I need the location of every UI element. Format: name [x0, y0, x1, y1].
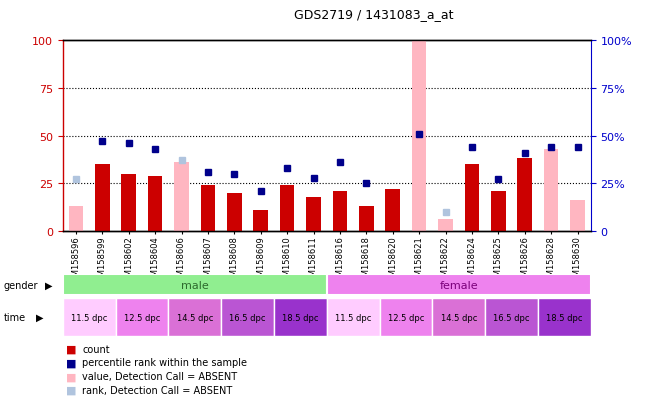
- Bar: [63, 298, 116, 337]
- Bar: [544, 150, 558, 231]
- Bar: [280, 186, 294, 231]
- Text: value, Detection Call = ABSENT: value, Detection Call = ABSENT: [82, 371, 238, 381]
- Text: ■: ■: [66, 344, 77, 354]
- Bar: [121, 174, 136, 231]
- Bar: [570, 201, 585, 231]
- Text: percentile rank within the sample: percentile rank within the sample: [82, 358, 248, 368]
- Text: rank, Detection Call = ABSENT: rank, Detection Call = ABSENT: [82, 385, 233, 395]
- Text: 18.5 dpc: 18.5 dpc: [282, 313, 319, 322]
- Bar: [201, 186, 215, 231]
- Text: time: time: [3, 312, 26, 323]
- Text: gender: gender: [3, 280, 38, 290]
- Bar: [174, 163, 189, 231]
- Bar: [274, 298, 327, 337]
- Text: 14.5 dpc: 14.5 dpc: [440, 313, 477, 322]
- Bar: [115, 298, 168, 337]
- Bar: [491, 191, 506, 231]
- Text: ■: ■: [66, 385, 77, 395]
- Bar: [465, 165, 479, 231]
- Bar: [517, 159, 532, 231]
- Text: 14.5 dpc: 14.5 dpc: [176, 313, 213, 322]
- Text: 16.5 dpc: 16.5 dpc: [493, 313, 530, 322]
- Text: ▶: ▶: [36, 312, 44, 323]
- Bar: [379, 298, 432, 337]
- Text: female: female: [440, 280, 478, 290]
- Bar: [432, 298, 485, 337]
- Bar: [306, 197, 321, 231]
- Text: 12.5 dpc: 12.5 dpc: [123, 313, 160, 322]
- Bar: [168, 298, 221, 337]
- Bar: [412, 41, 426, 231]
- Text: 18.5 dpc: 18.5 dpc: [546, 313, 583, 322]
- Bar: [359, 206, 374, 231]
- Bar: [327, 298, 379, 337]
- Bar: [63, 275, 327, 295]
- Text: ■: ■: [66, 358, 77, 368]
- Bar: [327, 275, 591, 295]
- Bar: [485, 298, 538, 337]
- Text: male: male: [181, 280, 209, 290]
- Bar: [438, 220, 453, 231]
- Bar: [538, 298, 591, 337]
- Bar: [221, 298, 274, 337]
- Text: count: count: [82, 344, 110, 354]
- Bar: [333, 191, 347, 231]
- Text: GDS2719 / 1431083_a_at: GDS2719 / 1431083_a_at: [294, 8, 453, 21]
- Text: ▶: ▶: [45, 280, 52, 290]
- Bar: [69, 206, 83, 231]
- Bar: [385, 190, 400, 231]
- Text: 11.5 dpc: 11.5 dpc: [335, 313, 372, 322]
- Bar: [385, 190, 400, 231]
- Text: 11.5 dpc: 11.5 dpc: [71, 313, 108, 322]
- Text: 16.5 dpc: 16.5 dpc: [229, 313, 266, 322]
- Bar: [253, 210, 268, 231]
- Bar: [227, 193, 242, 231]
- Text: 12.5 dpc: 12.5 dpc: [387, 313, 424, 322]
- Text: ■: ■: [66, 371, 77, 381]
- Bar: [95, 165, 110, 231]
- Bar: [148, 176, 162, 231]
